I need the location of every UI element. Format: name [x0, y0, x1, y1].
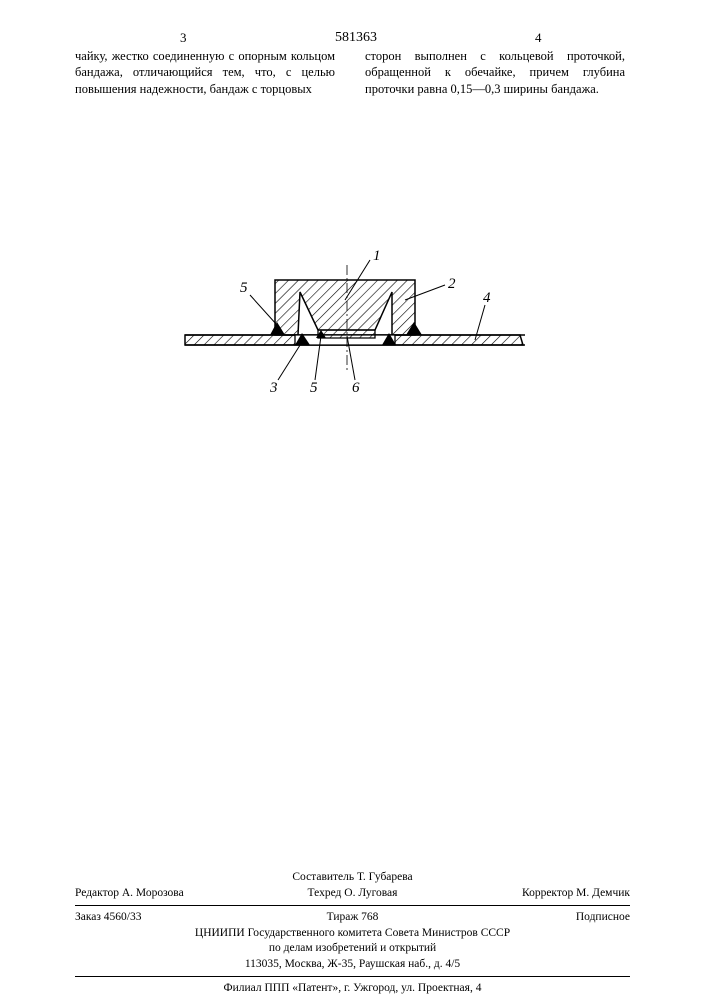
column-right: сторон выполнен с кольцевой проточкой, о… — [365, 48, 625, 97]
col-left-text: чайку, жестко соединенную с опорным коль… — [75, 49, 335, 96]
footer-corrector: Корректор М. Демчик — [445, 886, 630, 902]
footer-block: Составитель Т. Губарева Редактор А. Моро… — [75, 870, 630, 997]
footer-editor: Редактор А. Морозова — [75, 886, 260, 902]
fig-label-5a: 5 — [240, 280, 248, 296]
column-left: чайку, жестко соединенную с опорным коль… — [75, 48, 335, 97]
fig-label-4: 4 — [483, 290, 491, 306]
technical-figure: 1 2 4 5 3 5 6 — [170, 230, 540, 410]
footer-teched: Техред О. Луговая — [260, 886, 445, 902]
fig-label-5b: 5 — [310, 380, 318, 396]
page-num-right: 4 — [535, 30, 542, 46]
fig-label-3: 3 — [269, 380, 278, 396]
footer-org1: ЦНИИПИ Государственного комитета Совета … — [75, 926, 630, 942]
footer-compiler: Составитель Т. Губарева — [75, 870, 630, 886]
fig-label-6: 6 — [352, 380, 360, 396]
footer-order: Заказ 4560/33 — [75, 910, 260, 926]
footer-addr1: 113035, Москва, Ж-35, Раушская наб., д. … — [75, 957, 630, 973]
page-num-left: 3 — [180, 30, 187, 46]
doc-number: 581363 — [335, 30, 377, 46]
footer-sub: Подписное — [445, 910, 630, 926]
footer-org2: по делам изобретений и открытий — [75, 941, 630, 957]
fig-label-2: 2 — [448, 276, 456, 292]
footer-print: Тираж 768 — [260, 910, 445, 926]
fig-label-1: 1 — [373, 248, 381, 264]
col-right-text: сторон выполнен с кольцевой проточкой, о… — [365, 49, 625, 96]
footer-addr2: Филиал ППП «Патент», г. Ужгород, ул. Про… — [75, 981, 630, 997]
